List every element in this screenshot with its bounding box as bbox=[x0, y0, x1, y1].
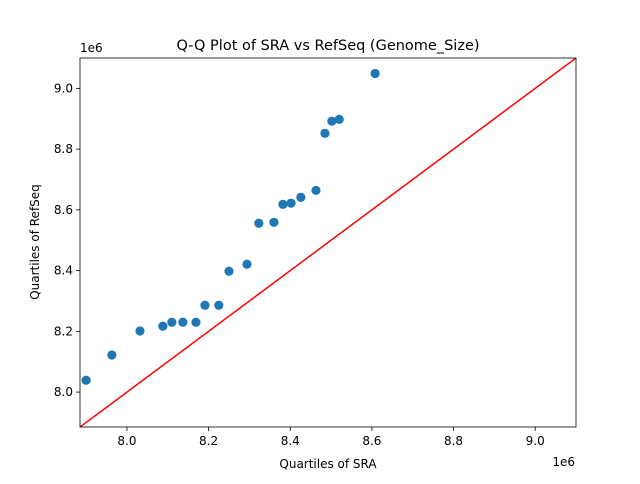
data-point bbox=[254, 218, 264, 228]
data-point bbox=[334, 114, 344, 124]
data-point bbox=[278, 199, 288, 209]
x-tick-label: 8.0 bbox=[117, 434, 136, 448]
data-point bbox=[296, 192, 306, 202]
chart-title: Q-Q Plot of SRA vs RefSeq (Genome_Size) bbox=[176, 38, 479, 54]
x-tick-label: 9.0 bbox=[526, 434, 545, 448]
data-point bbox=[311, 185, 321, 196]
data-point bbox=[269, 217, 279, 227]
data-point bbox=[135, 326, 145, 336]
data-point bbox=[107, 350, 117, 360]
y-tick-label: 8.2 bbox=[54, 324, 73, 338]
data-point bbox=[286, 198, 296, 208]
y-tick-label: 8.6 bbox=[54, 203, 73, 217]
data-point bbox=[191, 317, 201, 327]
y-tick-label: 8.0 bbox=[54, 385, 73, 399]
data-point bbox=[224, 266, 234, 276]
data-point bbox=[167, 317, 177, 327]
y-tick-label: 8.4 bbox=[54, 264, 73, 278]
data-point bbox=[200, 300, 210, 310]
data-point bbox=[178, 317, 188, 327]
x-offset-label: 1e6 bbox=[552, 455, 575, 469]
y-tick-label: 9.0 bbox=[54, 81, 73, 95]
x-tick-label: 8.8 bbox=[444, 434, 463, 448]
x-tick-label: 8.6 bbox=[362, 434, 381, 448]
y-tick-label: 8.8 bbox=[54, 142, 73, 156]
data-point bbox=[242, 259, 252, 269]
data-point bbox=[214, 300, 224, 310]
plot-frame bbox=[79, 57, 577, 428]
y-offset-label: 1e6 bbox=[80, 41, 103, 55]
y-axis-label: Quartiles of RefSeq bbox=[28, 184, 42, 300]
data-point bbox=[320, 128, 330, 138]
data-point bbox=[370, 68, 380, 79]
x-tick-label: 8.4 bbox=[281, 434, 300, 448]
x-tick-label: 8.2 bbox=[199, 434, 218, 448]
data-point bbox=[158, 321, 168, 331]
reference-line bbox=[80, 58, 576, 427]
data-point bbox=[327, 116, 337, 126]
data-point bbox=[81, 375, 91, 385]
x-axis-label: Quartiles of SRA bbox=[279, 457, 377, 471]
